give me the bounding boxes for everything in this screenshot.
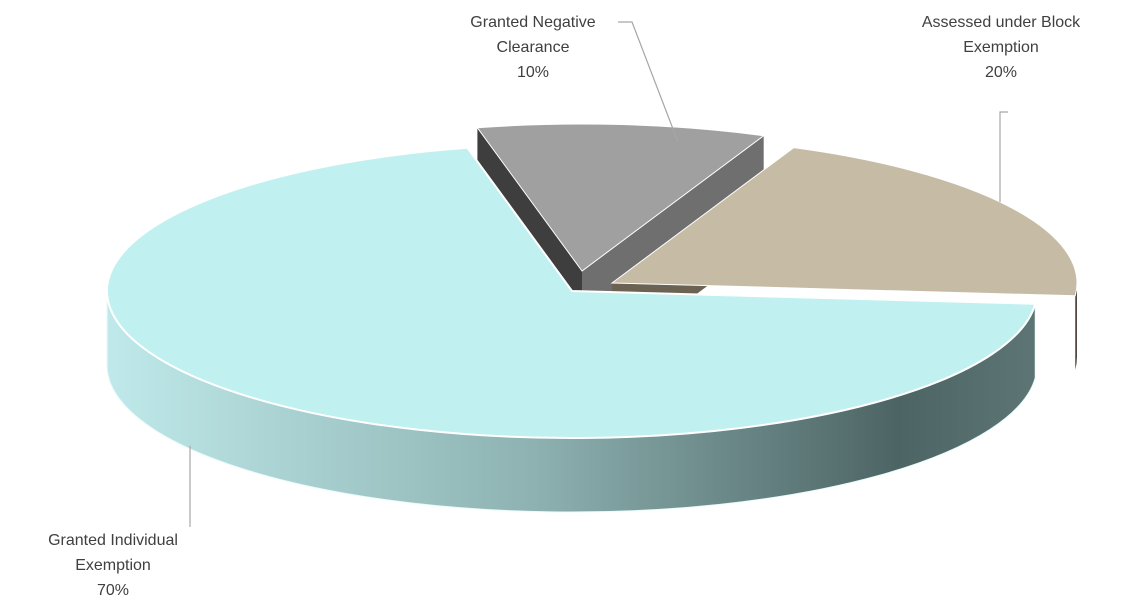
data-label-0: Granted Individual Exemption 70%: [48, 532, 178, 599]
data-label-percent: 70%: [97, 582, 129, 599]
pie-slice-2: [610, 147, 1078, 297]
pie-top-layer: [106, 123, 1078, 439]
slice-side-2: [1075, 283, 1077, 370]
leader-lines: [189, 21, 1008, 527]
data-label-line: Clearance: [497, 39, 570, 56]
data-label-line: Exemption: [75, 557, 151, 574]
data-labels: Granted Individual Exemption 70% Granted Ne…: [48, 14, 1081, 599]
leader-line-2: [999, 111, 1008, 202]
data-label-line: Assessed under Block: [922, 14, 1081, 31]
pie-slice-0: [106, 146, 1037, 439]
data-label-percent: 20%: [985, 64, 1017, 81]
data-label-1: Granted Negative Clearance 10%: [470, 14, 596, 81]
data-label-line: Exemption: [963, 39, 1039, 56]
data-label-line: Granted Negative: [470, 14, 596, 31]
data-label-2: Assessed under Block Exemption 20%: [922, 14, 1081, 81]
leader-line-1: [618, 21, 679, 143]
data-label-percent: 10%: [517, 64, 549, 81]
pie-slice-1: [476, 123, 765, 272]
data-label-line: Granted Individual: [48, 532, 178, 549]
